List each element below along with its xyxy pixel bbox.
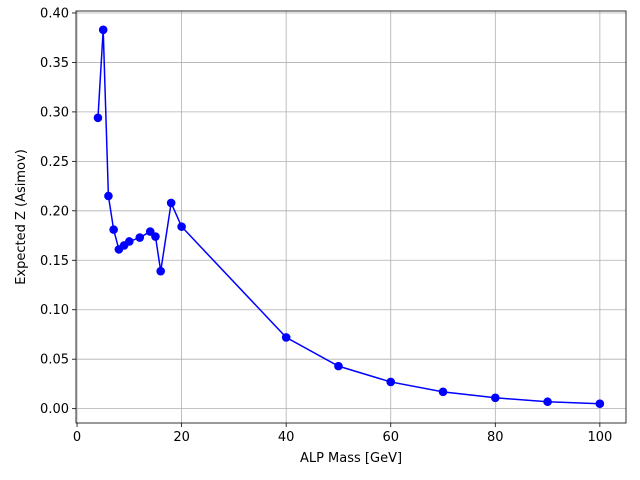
y-tick-label: 0.30: [40, 105, 69, 120]
data-point: [595, 399, 605, 409]
y-tick-label: 0.15: [40, 254, 69, 269]
data-point: [490, 393, 500, 403]
y-axis-label: Expected Z (Asimov): [14, 149, 29, 285]
y-tick-label: 0.00: [40, 402, 69, 417]
axes-frame: [75, 10, 627, 424]
y-tick-label: 0.40: [40, 6, 69, 21]
data-point: [151, 232, 160, 241]
y-tick-label: 0.20: [40, 204, 69, 219]
y-tick-label: 0.35: [40, 56, 69, 71]
x-tick-label: 0: [73, 430, 81, 445]
data-point: [125, 237, 134, 246]
data-point: [438, 387, 448, 397]
x-tick-label: 60: [382, 430, 399, 445]
data-point: [334, 361, 343, 371]
ticks: 0 20 40 60 80 100 0.00 0.05 0.10 0.15 0.20 0.25 0.30…: [40, 6, 612, 445]
data-point: [156, 266, 165, 276]
y-tick-label: 0.25: [40, 155, 69, 170]
x-tick-label: 100: [587, 430, 612, 445]
x-tick-label: 20: [173, 430, 190, 445]
data-point: [177, 222, 186, 231]
x-tick-label: 40: [278, 430, 295, 445]
data-point: [93, 113, 103, 123]
data-point: [543, 397, 552, 407]
data-point: [166, 198, 176, 208]
data-point: [281, 333, 291, 342]
y-tick-label: 0.05: [40, 353, 69, 368]
data-point: [109, 225, 118, 234]
series-line: [97, 29, 600, 405]
data-point: [386, 377, 396, 387]
grid: [76, 11, 626, 423]
series-layer: [93, 25, 605, 409]
x-axis-label: ALP Mass [GeV]: [300, 451, 402, 466]
data-point: [98, 25, 108, 35]
y-tick-label: 0.10: [40, 303, 69, 318]
x-tick-label: 80: [487, 430, 504, 445]
data-point: [104, 191, 113, 201]
data-point: [135, 233, 145, 242]
